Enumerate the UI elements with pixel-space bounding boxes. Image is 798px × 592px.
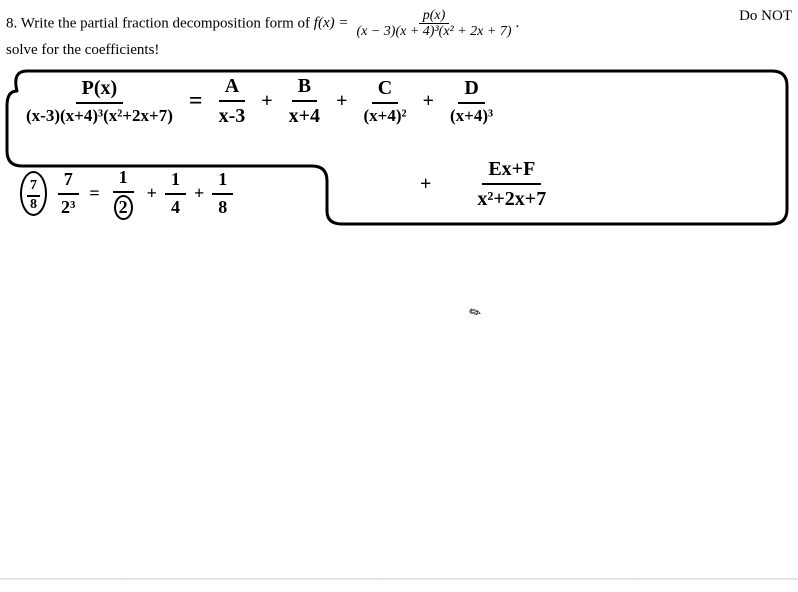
sw-t1: 1 2 [108, 165, 139, 222]
plus1: + [261, 90, 272, 113]
lhs-fraction: P(x) (x-3)(x+4)³(x²+2x+7) [20, 74, 179, 128]
term1: A x-3 [213, 72, 252, 130]
handwritten-second-row: + Ex+F x²+2x+7 [420, 155, 552, 213]
problem-text-before: Write the partial fraction decomposition… [21, 15, 314, 31]
term4: D (x+4)³ [444, 74, 499, 128]
main-denominator: (x − 3)(x + 4)³(x² + 2x + 7) [352, 24, 515, 39]
sw-t3: 1 8 [212, 167, 233, 220]
lhs-den: (x-3)(x+4)³(x²+2x+7) [20, 104, 179, 128]
bottom-divider [0, 578, 798, 580]
equals-sign: = [189, 88, 203, 115]
do-not-text: Do NOT [739, 8, 792, 25]
sw-plus1: + [147, 183, 157, 204]
term2: B x+4 [283, 72, 326, 130]
sw-frac1: 7 2³ [55, 167, 81, 220]
sw-t2: 1 4 [165, 167, 186, 220]
fx-label: f(x) = p(x) (x − 3)(x + 4)³(x² + 2x + 7)… [314, 8, 519, 40]
plus2: + [336, 90, 347, 113]
problem-line2: solve for the coefficients! [6, 42, 159, 59]
problem-statement: 8. Write the partial fraction decomposit… [6, 8, 519, 40]
term3: C (x+4)² [357, 74, 412, 128]
main-fraction: p(x) (x − 3)(x + 4)³(x² + 2x + 7) [352, 8, 515, 40]
plus3: + [423, 90, 434, 113]
handwritten-main-equation: P(x) (x-3)(x+4)³(x²+2x+7) = A x-3 + B x+… [20, 72, 499, 130]
main-numerator: p(x) [419, 8, 450, 24]
pen-cursor-icon: ✎ [467, 303, 486, 324]
term5: Ex+F x²+2x+7 [471, 155, 552, 213]
plus4: + [420, 173, 431, 196]
sw-plus2: + [194, 183, 204, 204]
lhs-num: P(x) [76, 74, 124, 104]
problem-number: 8. [6, 15, 17, 31]
handwritten-sidework: 7 8 7 2³ = 1 2 + 1 4 + 1 8 [20, 165, 233, 222]
circled-seven-eighths: 7 8 [20, 171, 47, 216]
sw-equals: = [89, 183, 99, 204]
